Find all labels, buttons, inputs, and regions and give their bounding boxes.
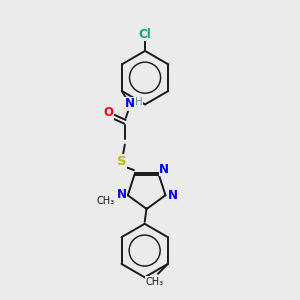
Text: Cl: Cl bbox=[139, 28, 152, 40]
Text: H: H bbox=[135, 97, 142, 107]
Text: N: N bbox=[117, 188, 127, 201]
Text: N: N bbox=[159, 163, 169, 176]
Text: CH₃: CH₃ bbox=[97, 196, 115, 206]
Text: O: O bbox=[103, 106, 113, 119]
Text: N: N bbox=[125, 98, 135, 110]
Text: N: N bbox=[167, 189, 177, 202]
Text: CH₃: CH₃ bbox=[146, 277, 164, 287]
Text: S: S bbox=[117, 155, 127, 168]
